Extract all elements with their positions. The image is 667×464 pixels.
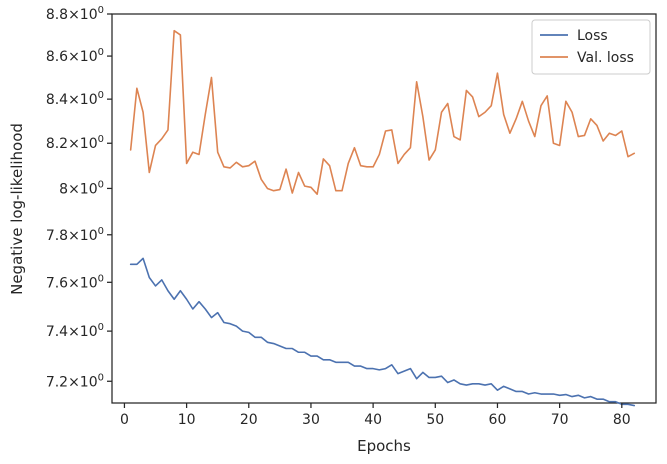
x-tick-label: 70 [551, 412, 569, 428]
legend-box [531, 19, 651, 75]
y-tick-label: 8.4×100 [46, 90, 104, 108]
y-axis-label: Negative log-likelihood [8, 123, 26, 295]
series-line-val-loss [129, 29, 636, 195]
x-tick-label: 80 [613, 412, 631, 428]
x-tick-label: 10 [178, 412, 196, 428]
series-layer [129, 29, 636, 407]
y-tick-label: 7.4×100 [46, 322, 104, 340]
legend-label: Val. loss [577, 50, 634, 66]
x-tick-label: 30 [302, 412, 320, 428]
y-tick-label: 7.6×100 [46, 273, 104, 291]
y-tick-label: 7.8×100 [46, 226, 104, 244]
x-axis: 0 10 20 30 40 50 60 70 80 [120, 403, 631, 428]
x-tick-label: 20 [240, 412, 258, 428]
x-axis-label: Epochs [357, 437, 411, 455]
y-tick-label: 7.2×100 [46, 372, 104, 390]
x-tick-label: 40 [364, 412, 382, 428]
y-tick-label: 8.2×100 [46, 134, 104, 152]
x-tick-label: 0 [120, 412, 129, 428]
x-tick-label: 50 [426, 412, 444, 428]
y-tick-label: 8.8×100 [46, 5, 104, 23]
legend: Loss Val. loss [531, 19, 651, 75]
legend-label: Loss [577, 28, 608, 44]
series-line-loss [129, 257, 636, 407]
plot-frame [111, 13, 657, 404]
y-tick-label: 8.6×100 [46, 47, 104, 65]
y-tick-label: 8×100 [59, 179, 104, 197]
x-tick-label: 60 [489, 412, 507, 428]
y-axis: 7.2×100 7.4×100 7.6×100 7.8×100 8×100 8.2×100… [46, 5, 112, 390]
